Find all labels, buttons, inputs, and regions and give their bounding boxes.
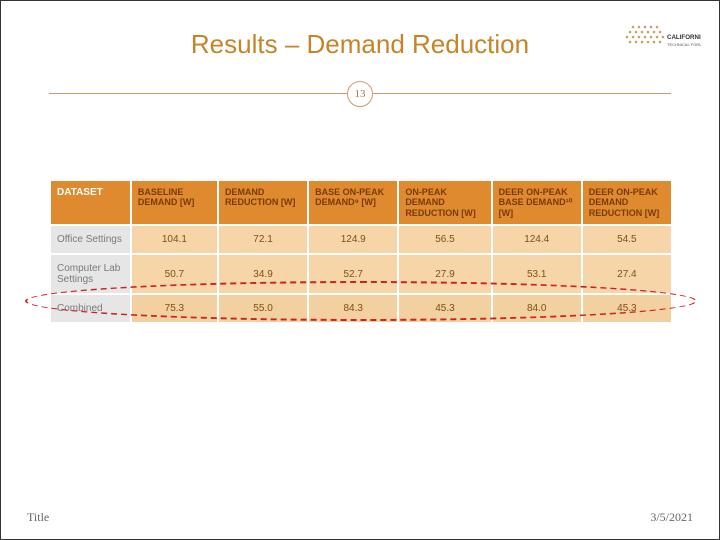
logo-text-bottom: TECHNICAL FORUM [667, 42, 701, 47]
cell: 54.5 [582, 225, 672, 254]
col-dataset: Dataset [50, 180, 131, 225]
cell: 104.1 [131, 225, 218, 254]
col-deer-reduction: DEER On-Peak Demand Reduction [W] [582, 180, 672, 225]
cell: 27.4 [582, 254, 672, 294]
row-label: Office Settings [50, 225, 131, 254]
cell: 50.7 [131, 254, 218, 294]
cell: 84.3 [308, 294, 398, 323]
caltf-logo: CALIFORNIA TECHNICAL FORUM [621, 21, 701, 63]
slide: Results – Demand Reduction CALIFORNIA TE… [0, 0, 720, 540]
col-onpeak-reduction: On-Peak Demand Reduction [W] [398, 180, 491, 225]
cell: 84.0 [492, 294, 582, 323]
page-number: 13 [355, 88, 366, 100]
table-row: Office Settings 104.1 72.1 124.9 56.5 12… [50, 225, 672, 254]
cell: 45.3 [398, 294, 491, 323]
table-header-row: Dataset Baseline Demand [W] Demand Reduc… [50, 180, 672, 225]
cell: 124.4 [492, 225, 582, 254]
cell: 75.3 [131, 294, 218, 323]
results-table: Dataset Baseline Demand [W] Demand Reduc… [49, 179, 673, 324]
footer-title: Title [27, 510, 49, 525]
cell: 53.1 [492, 254, 582, 294]
cell: 27.9 [398, 254, 491, 294]
row-label: Combined [50, 294, 131, 323]
row-label: Computer Lab Settings [50, 254, 131, 294]
logo-text-top: CALIFORNIA [667, 34, 701, 41]
page-number-badge: 13 [347, 81, 373, 107]
cell: 56.5 [398, 225, 491, 254]
col-base-onpeak: Base On-Peak Demand⁹ [W] [308, 180, 398, 225]
col-deer-base: DEER On-Peak Base Demand¹⁰ [W] [492, 180, 582, 225]
cell: 124.9 [308, 225, 398, 254]
slide-title: Results – Demand Reduction [1, 29, 719, 60]
footer-date: 3/5/2021 [650, 510, 693, 525]
cell: 52.7 [308, 254, 398, 294]
table-row-combined: Combined 75.3 55.0 84.3 45.3 84.0 45.3 [50, 294, 672, 323]
col-baseline: Baseline Demand [W] [131, 180, 218, 225]
col-reduction: Demand Reduction [W] [218, 180, 308, 225]
table-row: Computer Lab Settings 50.7 34.9 52.7 27.… [50, 254, 672, 294]
cell: 34.9 [218, 254, 308, 294]
cell: 45.3 [582, 294, 672, 323]
cell: 72.1 [218, 225, 308, 254]
cell: 55.0 [218, 294, 308, 323]
